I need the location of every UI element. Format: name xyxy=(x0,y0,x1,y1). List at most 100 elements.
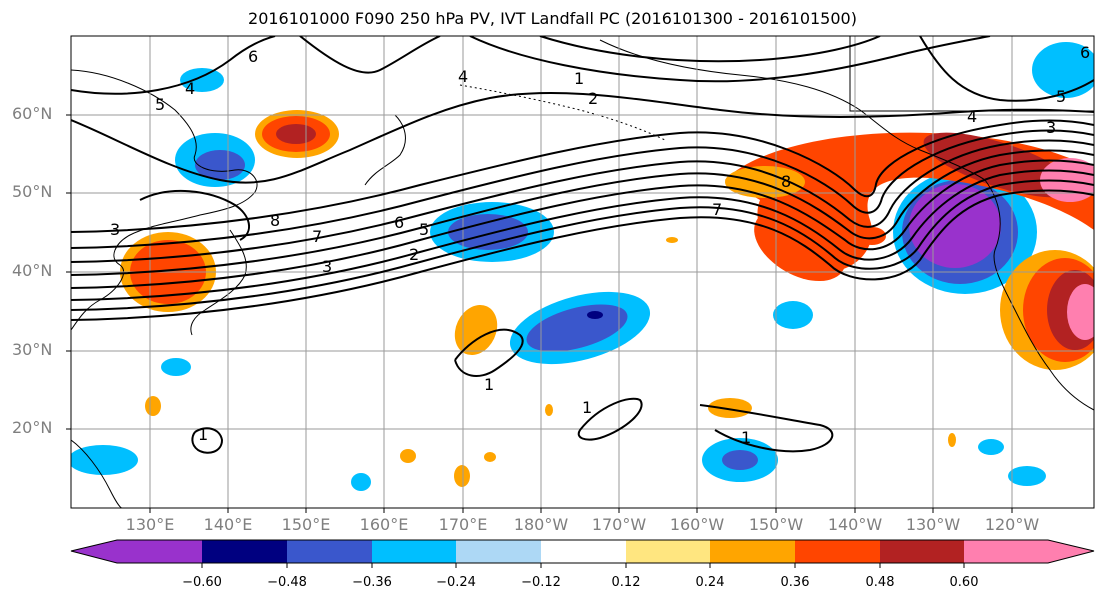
pv-positive-blob xyxy=(400,449,416,463)
lon-label-140w: 140°W xyxy=(827,515,883,534)
coastline-kamchatka xyxy=(364,114,406,186)
contour-label: 4 xyxy=(967,107,977,126)
tick-marks xyxy=(66,114,1013,513)
contour-label: 6 xyxy=(1080,43,1090,62)
pv-negative-blob xyxy=(909,184,1001,268)
contour-label: 1 xyxy=(574,69,584,88)
coastline-asia xyxy=(71,69,258,331)
lon-label-120w: 120°W xyxy=(984,515,1040,534)
pv-negative-blob xyxy=(180,68,224,92)
pv-positive-blob xyxy=(145,396,161,416)
contour-label: 6 xyxy=(248,47,258,66)
pv-contour xyxy=(71,189,1094,321)
pv-positive-blob xyxy=(708,398,752,418)
pv-contour xyxy=(71,36,276,95)
pv-contour xyxy=(454,328,524,377)
contour-label: 7 xyxy=(312,227,322,246)
lon-label-170w: 170°W xyxy=(591,515,647,534)
pv-positive-blob xyxy=(666,237,678,243)
colorbar-segment xyxy=(1048,540,1094,563)
pv-contour xyxy=(71,149,1094,276)
pv-negative-blob xyxy=(1032,42,1094,98)
lon-label-140e: 140°E xyxy=(203,515,253,534)
colorbar-segment xyxy=(117,540,202,563)
colorbar-segment xyxy=(710,540,795,563)
pv-positive-blob xyxy=(454,304,498,356)
contour-label: 4 xyxy=(185,79,195,98)
colorbar-tick: 0.12 xyxy=(611,575,641,590)
colorbar-tick: −0.24 xyxy=(436,575,476,590)
colorbar-tick: −0.60 xyxy=(182,575,222,590)
pv-negative-blob xyxy=(978,439,1004,455)
colorbar-segment xyxy=(456,540,541,563)
colorbar-segment xyxy=(541,540,626,563)
lon-label-130w: 130°W xyxy=(905,515,961,534)
contour-label: 1 xyxy=(198,425,208,444)
contour-label: 3 xyxy=(322,257,332,276)
colorbar-segment xyxy=(372,540,456,563)
pv-negative-blob xyxy=(773,301,813,329)
coastline-philippines xyxy=(71,439,123,508)
pv-positive-blob xyxy=(754,208,846,282)
contour-label: 5 xyxy=(155,95,165,114)
pv-contour xyxy=(71,169,1094,301)
lon-label-130e: 130°E xyxy=(125,515,175,534)
contour-label: 1 xyxy=(741,428,751,447)
pv-contour xyxy=(71,119,1094,233)
lon-label-150w: 150°W xyxy=(748,515,804,534)
contour-label: 6 xyxy=(394,213,404,232)
pv-negative-blob xyxy=(448,214,528,250)
contour-label: 5 xyxy=(1056,87,1066,106)
pv-positive-blob xyxy=(545,404,553,416)
pv-negative-blob xyxy=(71,445,138,475)
colorbar-segment xyxy=(202,540,287,563)
lat-label-40n: 40°N xyxy=(12,261,53,280)
colorbar-segment xyxy=(71,540,117,563)
contour-label: 5 xyxy=(419,220,429,239)
pv-positive-blob xyxy=(858,227,886,245)
lat-label-20n: 20°N xyxy=(12,418,53,437)
colorbar-segment xyxy=(964,540,1048,563)
pv-positive-blob xyxy=(484,452,496,462)
pv-positive-blob xyxy=(276,124,316,144)
lat-label-60n: 60°N xyxy=(12,104,53,123)
colorbar-tick: 0.60 xyxy=(949,575,979,590)
colorbar-tick: 0.36 xyxy=(780,575,810,590)
colorbar-segment xyxy=(626,540,710,563)
pv-positive-blob xyxy=(454,465,470,487)
lon-label-160w: 160°W xyxy=(669,515,725,534)
pv-contour xyxy=(71,129,1094,249)
contour-label: 3 xyxy=(1046,118,1056,137)
contour-label: 2 xyxy=(588,89,598,108)
pv-contour xyxy=(699,404,834,453)
colorbar-tick: −0.12 xyxy=(521,575,561,590)
pv-contour xyxy=(539,36,881,63)
pv-negative-blob xyxy=(195,150,245,180)
colorbar-segment xyxy=(795,540,880,563)
contour-label: 8 xyxy=(270,211,280,230)
contour-label: 3 xyxy=(110,220,120,239)
contour-label: 2 xyxy=(409,245,419,264)
contour-label: 1 xyxy=(582,398,592,417)
contour-labels: 1 2 3 4 5 6 7 8 1 1 1 2 3 4 5 6 7 8 3 4 … xyxy=(110,43,1090,447)
lat-label-30n: 30°N xyxy=(12,340,53,359)
colorbar-tick: 0.48 xyxy=(865,575,895,590)
pv-contour xyxy=(71,139,1094,263)
colorbar-segment xyxy=(880,540,964,563)
lon-label-180w: 180°W xyxy=(513,515,569,534)
lon-label-170e: 170°E xyxy=(438,515,488,534)
coastline-namerica xyxy=(984,179,1094,411)
colorbar-tick: −0.36 xyxy=(352,575,392,590)
map-title: 2016101000 F090 250 hPa PV, IVT Landfall… xyxy=(248,9,857,28)
colorbar-segment xyxy=(287,540,372,563)
pv-negative-blob xyxy=(351,473,371,491)
pv-contour xyxy=(71,91,1094,184)
pv-contour xyxy=(577,397,643,441)
pv-contour xyxy=(299,36,441,74)
colorbar-tick: −0.48 xyxy=(267,575,307,590)
contour-label: 8 xyxy=(781,172,791,191)
pv-positive-blob xyxy=(1067,284,1094,340)
colorbar xyxy=(70,539,1095,568)
pv-contour xyxy=(469,36,991,83)
